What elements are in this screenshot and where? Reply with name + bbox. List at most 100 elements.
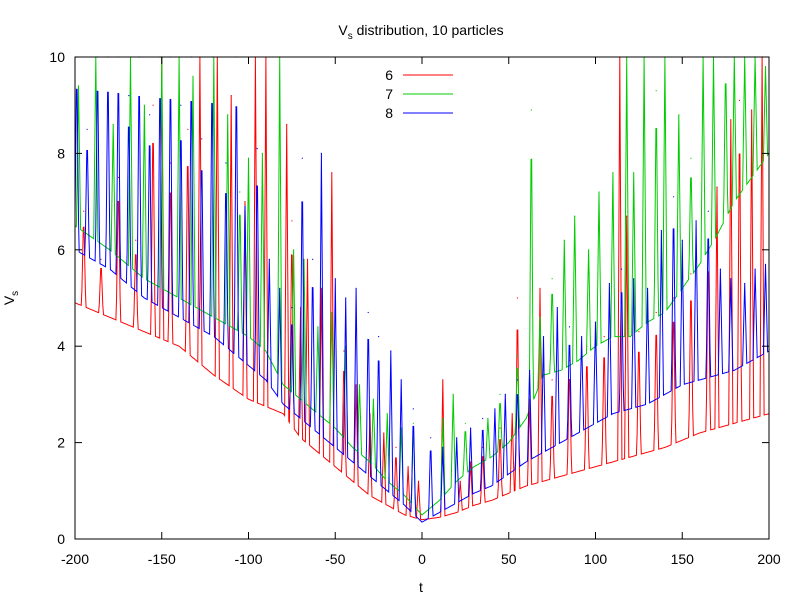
series-7-point-35 (588, 249, 590, 251)
series-6-point-44 (673, 297, 675, 299)
series-8-point-57 (744, 282, 746, 285)
series-7-point-29 (516, 355, 519, 357)
y-tick-label-2: 4 (57, 338, 65, 354)
series-7-point-22 (400, 427, 402, 429)
series-6-point-4 (152, 104, 154, 106)
chart-title: Vs distribution, 10 particles (338, 22, 503, 42)
series-7-point-43 (678, 114, 680, 116)
series-8-point-32 (430, 437, 432, 439)
series-6-point-6 (169, 162, 171, 164)
series-6-point-3 (135, 239, 137, 241)
series-8-point-54 (707, 210, 709, 212)
series-7-point-19 (358, 384, 361, 386)
series-8-point-38 (504, 393, 506, 395)
series-7-point-10 (239, 191, 241, 193)
series-7-point-4 (143, 104, 145, 106)
series-6-point-29 (470, 461, 472, 463)
series-6-point-28 (459, 480, 461, 482)
series-6-point-23 (383, 432, 385, 434)
series-6-point-31 (499, 427, 501, 429)
series-6-point-0 (83, 210, 85, 212)
series-8-point-59 (764, 263, 767, 265)
series-8-point-58 (754, 268, 756, 270)
series-7-point-30 (530, 109, 532, 111)
series-8-point-17 (256, 148, 258, 150)
series-7-point-9 (227, 114, 229, 116)
series-8-point-29 (390, 350, 392, 352)
x-tick-label-2: -100 (234, 551, 262, 567)
series-line-7 (74, 56, 770, 516)
series-6-point-35 (539, 287, 541, 289)
series-8-point-31 (412, 408, 414, 410)
series-8-point-20 (291, 307, 293, 309)
series-7-point-36 (598, 191, 600, 193)
series-6-point-11 (244, 201, 246, 203)
y-tick-label-3: 6 (57, 242, 65, 258)
series-7-point-41 (655, 90, 657, 92)
series-8-point-47 (620, 268, 623, 270)
series-6-point-39 (603, 336, 605, 338)
series-7-point-37 (612, 172, 614, 174)
series-8-point-26 (355, 287, 357, 289)
series-8-point-7 (149, 114, 151, 116)
series-8-point-51 (673, 196, 675, 198)
y-tick-label-4: 8 (57, 145, 65, 161)
x-tick-label-1: -150 (148, 551, 176, 567)
y-tick-label-5: 10 (49, 49, 65, 65)
series-layer (74, 56, 770, 523)
series-8-point-42 (556, 307, 558, 309)
series-8-point-43 (568, 326, 571, 328)
series-8-point-52 (681, 239, 683, 241)
y-axis-label: Vs (1, 291, 21, 305)
series-6-point-26 (417, 480, 420, 482)
series-8-point-34 (456, 437, 458, 439)
series-8-point-23 (320, 152, 322, 154)
series-8-point-33 (442, 446, 444, 448)
series-6-point-15 (291, 220, 293, 222)
series-8-point-25 (345, 297, 347, 299)
series-8-point-22 (312, 258, 314, 260)
series-8-point-40 (529, 369, 531, 371)
series-6-point-25 (407, 466, 409, 468)
series-8-point-44 (581, 336, 583, 338)
x-tick-label-6: 100 (584, 551, 608, 567)
x-tick-label-4: 0 (418, 551, 426, 567)
series-8 (74, 56, 770, 523)
series-8-point-50 (660, 229, 663, 232)
series-7-point-44 (690, 157, 692, 159)
series-8-point-45 (594, 321, 597, 323)
x-tick-label-7: 150 (671, 551, 695, 567)
series-7-point-28 (499, 393, 501, 395)
series-7-point-14 (293, 249, 295, 251)
series-6-point-24 (395, 446, 397, 448)
series-8-point-30 (400, 379, 402, 381)
series-7-point-27 (487, 417, 489, 420)
series-6-point-2 (117, 176, 119, 179)
series-7-point-32 (551, 278, 553, 280)
series-6-point-41 (626, 215, 628, 217)
series-line-6 (74, 56, 770, 521)
legend-label-8: 8 (385, 105, 393, 121)
series-7-point-33 (563, 239, 565, 241)
series-6-point-48 (730, 119, 732, 121)
plot-frame (74, 56, 770, 540)
series-6-point-10 (230, 95, 232, 97)
series-6-point-33 (516, 297, 519, 299)
series-8-point-46 (608, 282, 611, 285)
series-8-point-14 (225, 162, 227, 164)
series-7-point-24 (442, 417, 444, 420)
series-6-point-7 (187, 128, 189, 130)
series-8-point-10 (180, 104, 182, 106)
series-7-point-2 (112, 123, 114, 126)
series-8-point-49 (646, 287, 649, 289)
series-6-point-20 (343, 350, 345, 352)
series-8-point-56 (730, 278, 732, 280)
series-7-point-20 (372, 398, 374, 400)
series-6-point-1 (100, 258, 102, 260)
series-7-point-31 (539, 316, 541, 318)
series-8-point-41 (542, 336, 545, 338)
legend-label-6: 6 (385, 67, 393, 83)
series-8-point-35 (470, 427, 472, 429)
